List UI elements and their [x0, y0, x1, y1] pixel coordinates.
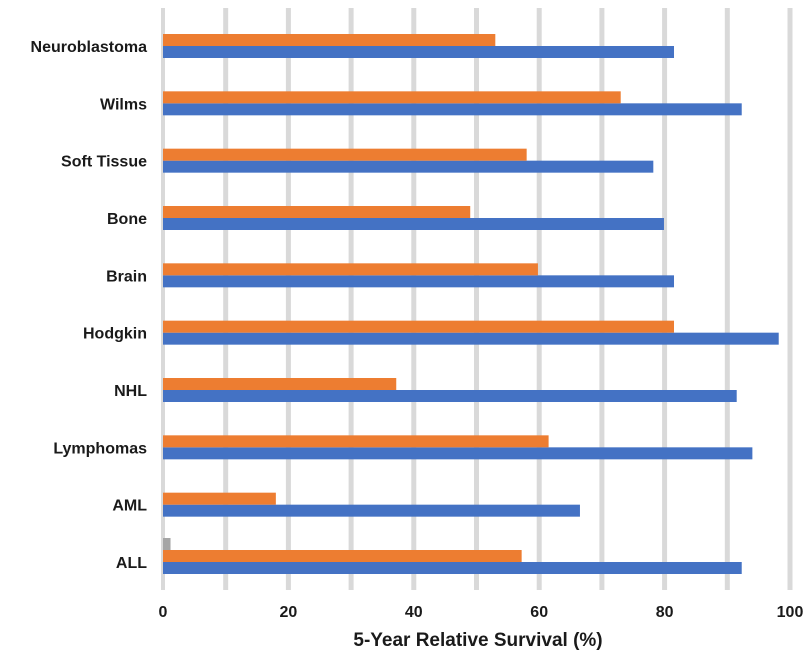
series-2-bar [163, 91, 621, 104]
category-labels: Neuroblastoma Wilms Soft Tissue Bone Brain Ho… [31, 39, 148, 572]
category-label: NHL [114, 383, 147, 400]
series-2-bar [163, 550, 522, 562]
series-1-bar [163, 447, 753, 460]
x-tick-label: 40 [405, 604, 423, 621]
category-label: Wilms [100, 96, 147, 113]
x-axis-title: 5-Year Relative Survival (%) [353, 630, 602, 651]
category-label: Lymphomas [53, 440, 147, 457]
series-1-bar [163, 332, 779, 345]
series-1-bar [163, 562, 742, 574]
series-1-bar [163, 218, 664, 230]
category-label: Brain [106, 268, 147, 285]
x-tick-label: 0 [159, 604, 168, 621]
category-label: AML [112, 498, 147, 515]
series-1-bar [163, 275, 675, 288]
series-3-bar [163, 538, 171, 550]
series-2-bar [163, 320, 675, 333]
x-tick-label: 60 [530, 604, 548, 621]
x-tick-labels: 0 20 40 60 80 100 [159, 604, 804, 621]
x-tick-label: 100 [777, 604, 804, 621]
series-1-bar [163, 504, 580, 517]
x-tick-label: 20 [280, 604, 298, 621]
series-2-bar [163, 206, 471, 218]
category-label: Neuroblastoma [31, 39, 148, 56]
category-label: Hodgkin [83, 326, 147, 343]
series-1-bar [163, 390, 737, 402]
series-1-bar [163, 160, 654, 173]
series-2-bar [163, 378, 397, 390]
series-1-bar [163, 103, 742, 116]
category-label: ALL [116, 555, 147, 572]
bars [163, 34, 779, 574]
series-2-bar [163, 435, 549, 448]
series-2-bar [163, 34, 496, 46]
series-1-bar [163, 46, 675, 58]
category-label: Bone [107, 211, 147, 228]
series-2-bar [163, 263, 538, 276]
x-tick-label: 80 [656, 604, 674, 621]
category-label: Soft Tissue [61, 154, 147, 171]
series-2-bar [163, 492, 276, 505]
series-2-bar [163, 148, 527, 161]
